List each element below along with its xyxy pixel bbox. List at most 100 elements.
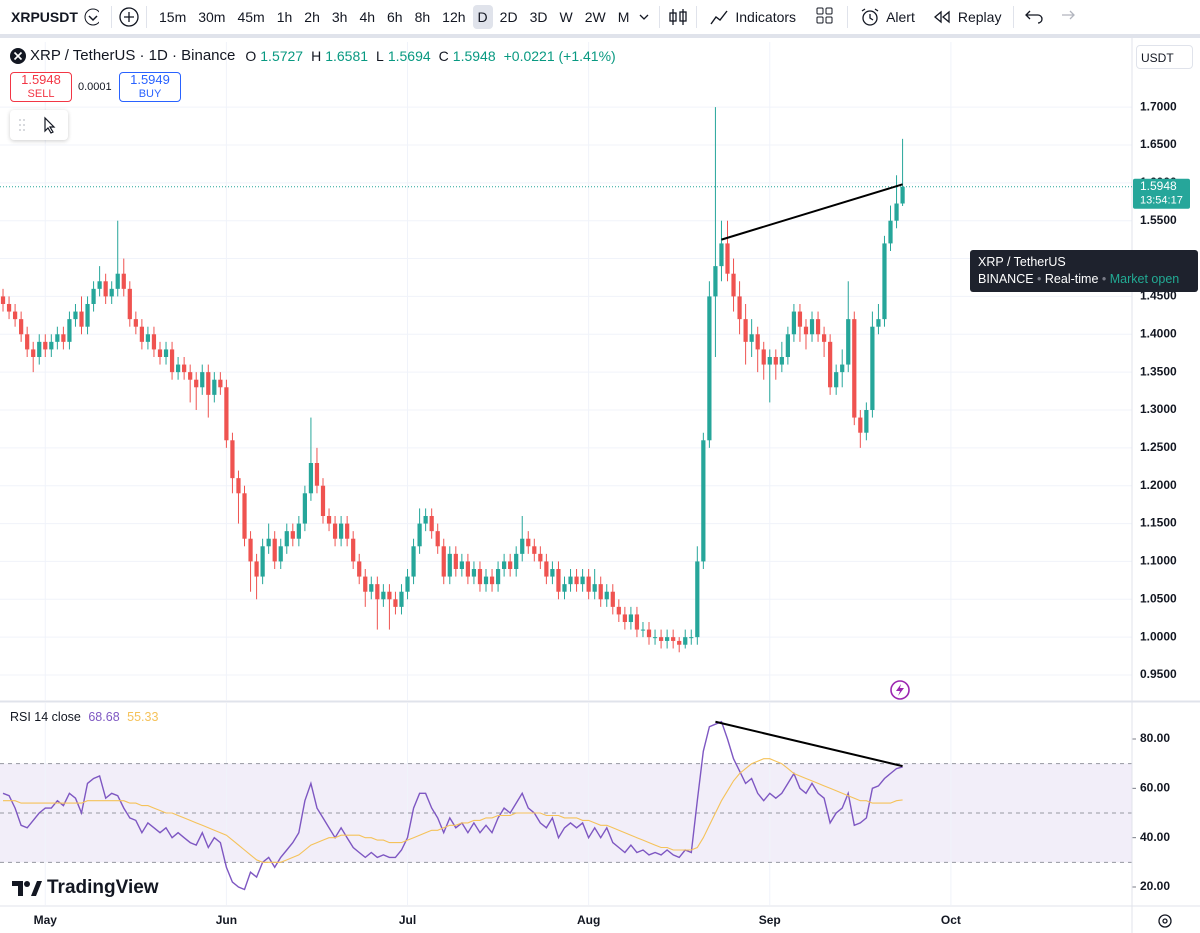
sell-price: 1.5948 <box>21 72 61 87</box>
candle-body <box>284 531 289 547</box>
candle-body <box>6 303 12 312</box>
candle-body <box>689 637 694 639</box>
candle-body <box>369 584 374 592</box>
interval-button[interactable]: W <box>559 9 573 25</box>
interval-button[interactable]: 2h <box>304 9 320 25</box>
candle-body <box>272 538 277 562</box>
low-value: 1.5694 <box>387 47 431 64</box>
y-tick-label: 0.9500 <box>1140 667 1177 681</box>
rsi-line <box>3 758 903 863</box>
candle-body <box>37 341 42 357</box>
currency-selector[interactable]: USDT <box>1136 45 1193 69</box>
logo-text: TradingView <box>47 877 159 898</box>
candle-body <box>49 341 54 350</box>
candle-body <box>731 273 736 297</box>
currency: USDT <box>1141 51 1174 65</box>
interval-button[interactable]: 8h <box>414 9 431 25</box>
chart-type-icon[interactable] <box>666 6 690 28</box>
symbol-search[interactable]: XRPUSDT <box>1 4 104 30</box>
trendline <box>715 720 903 768</box>
candle-body <box>121 273 126 289</box>
interval-button[interactable]: 3h <box>331 9 348 25</box>
candle-body <box>188 372 193 380</box>
buy-button[interactable]: 1.5949 BUY <box>119 72 181 102</box>
candle-body <box>767 356 772 365</box>
candle-body <box>308 462 314 494</box>
settings-icon[interactable] <box>1156 912 1174 930</box>
interval-button[interactable]: D <box>472 5 493 29</box>
sell-label: SELL <box>27 88 55 100</box>
candle-body <box>338 523 344 539</box>
interval-button[interactable]: 2W <box>584 9 606 25</box>
candle-body <box>145 334 151 342</box>
candle-body <box>622 614 627 623</box>
indicators-label: Indicators <box>735 9 797 25</box>
layouts-button[interactable] <box>810 2 840 33</box>
candle-body <box>97 281 102 289</box>
undo-icon[interactable] <box>1020 7 1050 27</box>
candle-body <box>477 569 483 585</box>
interval-button[interactable]: 30m <box>198 9 226 25</box>
interval-button[interactable]: 45m <box>237 9 265 25</box>
candle-body <box>544 561 549 577</box>
candle-body <box>755 334 760 350</box>
interval-button[interactable]: 12h <box>442 9 466 25</box>
candle-body <box>592 584 597 592</box>
candle-body <box>900 186 905 204</box>
candle-body <box>242 493 247 539</box>
candle-body <box>248 538 253 562</box>
interval-button[interactable]: 2D <box>499 9 518 25</box>
interval-button[interactable]: 1h <box>276 9 293 25</box>
candle-body <box>43 341 48 350</box>
candle-body <box>483 576 489 585</box>
candle-body <box>852 319 857 418</box>
interval-button[interactable]: M <box>617 9 630 25</box>
candle-body <box>387 591 392 600</box>
alert-label: Alert <box>886 9 915 25</box>
indicators-button[interactable]: Indicators <box>704 4 801 30</box>
candle-body <box>157 349 163 357</box>
rsi-title: RSI 14 close <box>10 710 81 724</box>
candle-body <box>73 311 78 320</box>
add-symbol-icon[interactable] <box>118 6 140 28</box>
price-label-bg <box>1133 178 1190 209</box>
candle-body <box>803 326 809 335</box>
interval-button[interactable]: 4h <box>359 9 376 25</box>
sell-button[interactable]: 1.5948 SELL <box>10 72 72 102</box>
compare-icon <box>84 8 99 26</box>
candle-body <box>616 606 621 615</box>
alert-button[interactable]: Alert <box>855 3 920 31</box>
cursor-icons[interactable] <box>10 110 68 140</box>
interval-button[interactable]: 6h <box>387 9 403 25</box>
redo-icon[interactable] <box>1050 7 1080 27</box>
replay-label: Replay <box>957 9 1002 25</box>
candle-body <box>200 372 205 388</box>
x-tick-label: Sep <box>759 913 781 927</box>
candle-body <box>254 561 259 577</box>
candle-body <box>260 546 265 577</box>
close-value: 1.5948 <box>452 47 496 64</box>
candle-body <box>489 576 495 585</box>
candle-body <box>91 288 96 304</box>
x-tick-label: Aug <box>577 913 600 927</box>
series-title: XRP / TetherUS · 1D · Binance <box>30 47 236 64</box>
news-icon[interactable] <box>888 678 912 702</box>
candle-body <box>163 349 169 357</box>
candle-body <box>604 591 609 600</box>
indicators-icon <box>710 10 728 25</box>
interval-dropdown[interactable] <box>635 8 653 26</box>
candle-body <box>695 561 700 638</box>
candle-body <box>332 523 338 539</box>
interval-button[interactable]: 3D <box>529 9 548 25</box>
tooltip-exchange: BINANCE <box>978 272 1034 286</box>
interval-button[interactable]: 15m <box>159 9 187 25</box>
replay-button[interactable]: Replay <box>927 4 1007 30</box>
change-value: +0.0221 (+1.41%) <box>503 47 616 64</box>
candle-body <box>743 319 748 342</box>
tooltip-mode: Real-time <box>1044 272 1099 286</box>
spread: 0.0001 <box>78 81 112 93</box>
separator <box>696 6 698 28</box>
candle-body <box>266 538 271 547</box>
y-tick-label: 1.3000 <box>1140 402 1177 416</box>
